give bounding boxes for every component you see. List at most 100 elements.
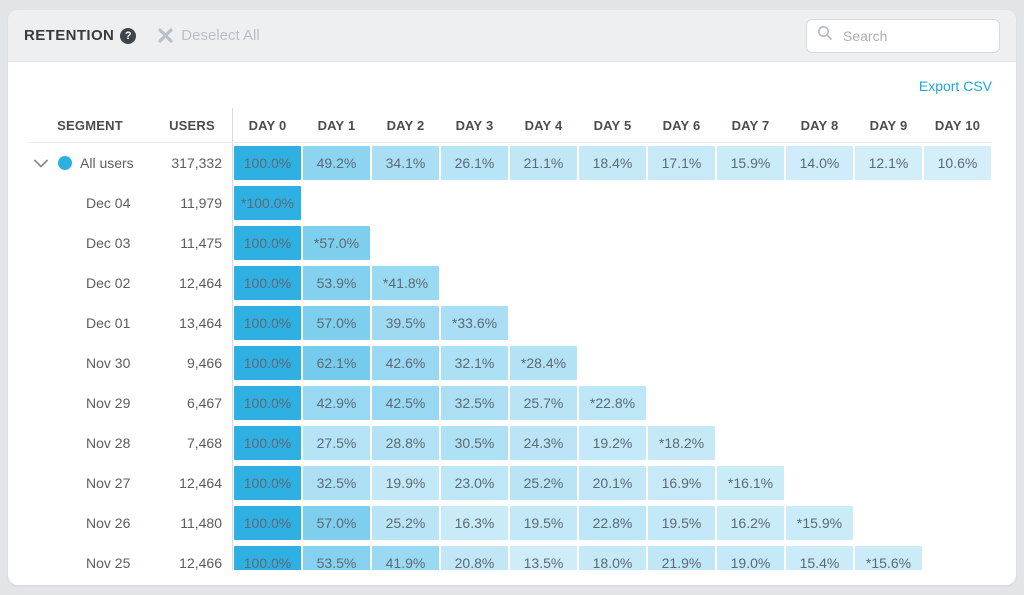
search-box[interactable] <box>806 18 1000 53</box>
retention-cell[interactable]: 42.5% <box>372 386 439 420</box>
retention-cell[interactable]: *18.2% <box>648 426 715 460</box>
retention-cell[interactable]: 32.5% <box>303 466 370 500</box>
retention-cell[interactable]: 32.1% <box>441 346 508 380</box>
retention-cell[interactable]: *16.1% <box>717 466 784 500</box>
retention-cell[interactable]: 10.6% <box>924 146 991 180</box>
segment-label: Dec 02 <box>86 275 131 291</box>
segment-label: Nov 25 <box>86 555 131 570</box>
retention-cell[interactable]: 100.0% <box>234 386 301 420</box>
retention-cell[interactable]: 32.5% <box>441 386 508 420</box>
retention-cell[interactable]: 22.8% <box>579 506 646 540</box>
retention-cell[interactable]: *28.4% <box>510 346 577 380</box>
users-count: 9,466 <box>186 355 222 371</box>
retention-cell[interactable]: 41.9% <box>372 546 439 570</box>
retention-cell[interactable]: 53.9% <box>303 266 370 300</box>
retention-cell[interactable]: 100.0% <box>234 146 301 180</box>
retention-cell[interactable]: *22.8% <box>579 386 646 420</box>
retention-cell[interactable]: 19.5% <box>648 506 715 540</box>
retention-cell[interactable]: 28.8% <box>372 426 439 460</box>
retention-cell[interactable]: 24.3% <box>510 426 577 460</box>
retention-cell[interactable]: 100.0% <box>234 346 301 380</box>
retention-cell[interactable]: 27.5% <box>303 426 370 460</box>
column-header-day: DAY 4 <box>524 117 563 133</box>
retention-cell[interactable]: 34.1% <box>372 146 439 180</box>
empty-cell <box>717 306 784 340</box>
retention-cell[interactable]: 100.0% <box>234 466 301 500</box>
empty-cell <box>441 266 508 300</box>
retention-cell[interactable]: 57.0% <box>303 506 370 540</box>
retention-cell[interactable]: 100.0% <box>234 226 301 260</box>
retention-cell[interactable]: 100.0% <box>234 506 301 540</box>
empty-cell <box>648 186 715 220</box>
segment-label: Dec 01 <box>86 315 131 331</box>
retention-cell[interactable]: 57.0% <box>303 306 370 340</box>
retention-cell[interactable]: 42.9% <box>303 386 370 420</box>
retention-cell[interactable]: 16.9% <box>648 466 715 500</box>
retention-cell[interactable]: 49.2% <box>303 146 370 180</box>
retention-cell[interactable]: 15.4% <box>786 546 853 570</box>
retention-cell[interactable]: 19.5% <box>510 506 577 540</box>
retention-cell[interactable]: 42.6% <box>372 346 439 380</box>
retention-cell[interactable]: 16.2% <box>717 506 784 540</box>
table-row: Nov 30 9,466 100.0% 62.1% 42.6% 32.1% *28.4% <box>28 343 992 383</box>
chevron-down-icon[interactable] <box>28 159 58 168</box>
retention-cell[interactable]: 20.8% <box>441 546 508 570</box>
day-cells: 100.0% 53.5% 41.9% 20.8% 13.5% 18.0% 21.9% 19.0… <box>232 543 992 570</box>
empty-cell <box>855 306 922 340</box>
retention-cell[interactable]: 23.0% <box>441 466 508 500</box>
column-header-day: DAY 0 <box>248 117 287 133</box>
retention-cell[interactable]: 16.3% <box>441 506 508 540</box>
deselect-all-button[interactable]: Deselect All <box>158 27 260 44</box>
retention-cell[interactable]: *33.6% <box>441 306 508 340</box>
retention-cell[interactable]: 19.9% <box>372 466 439 500</box>
empty-cell <box>579 266 646 300</box>
retention-cell[interactable]: 53.5% <box>303 546 370 570</box>
retention-cell[interactable]: *100.0% <box>234 186 301 220</box>
retention-cell[interactable]: *57.0% <box>303 226 370 260</box>
retention-cell[interactable]: 19.0% <box>717 546 784 570</box>
day-cells: 100.0% 42.9% 42.5% 32.5% 25.7% *22.8% <box>232 383 992 423</box>
retention-cell[interactable]: 25.7% <box>510 386 577 420</box>
retention-cell[interactable]: 62.1% <box>303 346 370 380</box>
retention-cell[interactable]: 18.0% <box>579 546 646 570</box>
retention-cell[interactable]: 100.0% <box>234 426 301 460</box>
retention-cell[interactable]: 25.2% <box>510 466 577 500</box>
retention-cell[interactable]: 20.1% <box>579 466 646 500</box>
users-count: 13,464 <box>179 315 222 331</box>
empty-cell <box>579 186 646 220</box>
retention-cell[interactable]: 17.1% <box>648 146 715 180</box>
export-csv-link[interactable]: Export CSV <box>918 78 992 94</box>
retention-cell[interactable]: 18.4% <box>579 146 646 180</box>
retention-cell[interactable]: 19.2% <box>579 426 646 460</box>
retention-cell[interactable]: 21.9% <box>648 546 715 570</box>
retention-cell[interactable]: *15.6% <box>855 546 922 570</box>
retention-cell[interactable]: 100.0% <box>234 546 301 570</box>
retention-cell[interactable]: 21.1% <box>510 146 577 180</box>
column-header-day: DAY 2 <box>386 117 425 133</box>
empty-cell <box>648 266 715 300</box>
table-row: Dec 01 13,464 100.0% 57.0% 39.5% *33.6% <box>28 303 992 343</box>
help-icon[interactable]: ? <box>120 27 137 44</box>
search-input[interactable] <box>841 26 989 45</box>
segment-label: Nov 30 <box>86 355 131 371</box>
empty-cell <box>924 266 991 300</box>
retention-cell[interactable]: 12.1% <box>855 146 922 180</box>
retention-cell[interactable]: 100.0% <box>234 266 301 300</box>
users-count: 12,466 <box>179 555 222 570</box>
retention-cell[interactable]: 13.5% <box>510 546 577 570</box>
empty-cell <box>303 186 370 220</box>
retention-cell[interactable]: 15.9% <box>717 146 784 180</box>
segment-label: All users <box>80 155 134 171</box>
retention-cell[interactable]: 30.5% <box>441 426 508 460</box>
retention-cell[interactable]: 100.0% <box>234 306 301 340</box>
retention-cell[interactable]: *41.8% <box>372 266 439 300</box>
retention-cell[interactable]: *15.9% <box>786 506 853 540</box>
retention-cell[interactable]: 39.5% <box>372 306 439 340</box>
retention-cell[interactable]: 25.2% <box>372 506 439 540</box>
empty-cell <box>924 546 991 570</box>
segment-label: Nov 28 <box>86 435 131 451</box>
retention-cell[interactable]: 14.0% <box>786 146 853 180</box>
empty-cell <box>510 306 577 340</box>
empty-cell <box>372 226 439 260</box>
retention-cell[interactable]: 26.1% <box>441 146 508 180</box>
